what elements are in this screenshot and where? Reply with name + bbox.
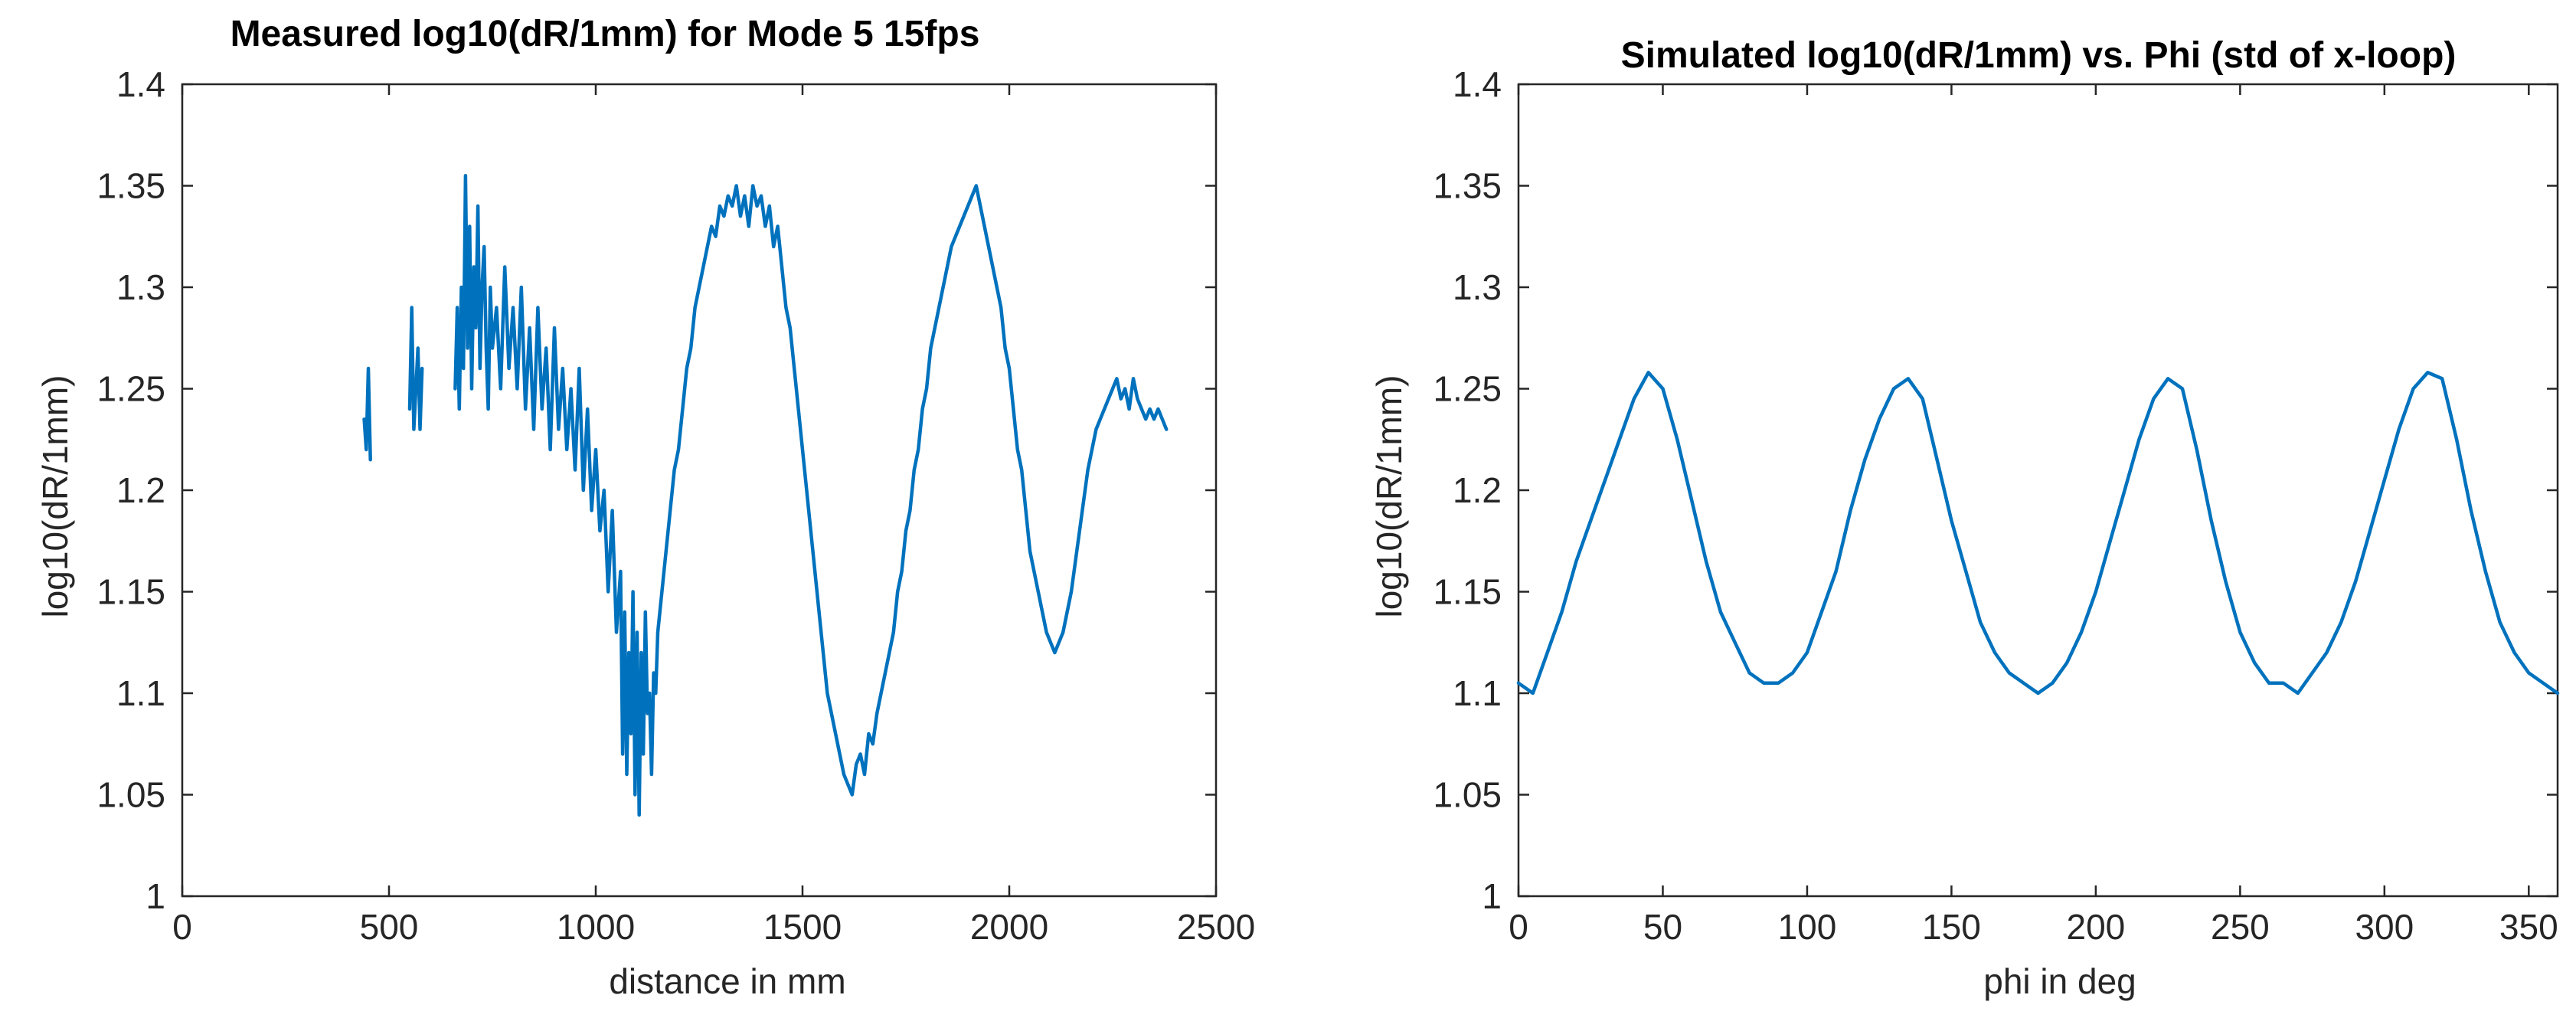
panel-b-ytick-label: 1.1 [1453,673,1502,713]
panel-a-series-line [407,306,424,431]
panel-a-xtick-label: 500 [360,907,419,947]
panel-b-xtick-label: 250 [2211,907,2270,947]
panel-b-ytick-label: 1.3 [1453,267,1502,307]
panel-b-ytick-label: 1.35 [1433,166,1502,206]
panel-a: Measured log10(dR/1mm) for Mode 5 15fps … [35,14,1255,1001]
panel-a-xtick-label: 0 [172,907,192,947]
panel-b-xtick-label: 150 [1922,907,1981,947]
panel-a-ytick-label: 1.2 [116,470,165,510]
panel-b-ytick-label: 1.15 [1433,572,1502,612]
panel-a-ytick-label: 1.15 [96,572,165,612]
panel-b-ytick-label: 1.4 [1453,64,1502,104]
panel-a-ytick-label: 1.1 [116,673,165,713]
panel-b-xtick-label: 0 [1509,907,1528,947]
panel-a-ytick-label: 1 [145,876,165,916]
panel-a-ytick-label: 1.25 [96,369,165,409]
panel-b-ytick-label: 1.2 [1453,470,1502,510]
panel-a-ytick-label: 1.35 [96,166,165,206]
panel-b-ytick-label: 1 [1482,876,1502,916]
panel-a-series-line [362,366,372,462]
panel-a-xtick-label: 2500 [1177,907,1255,947]
panel-b-axes-box [1517,83,2559,898]
panel-b-ytick-label: 1.05 [1433,775,1502,815]
panel-b-ytick-label: 1.25 [1433,369,1502,409]
panel-a-xlabel: distance in mm [609,961,845,1001]
panel-b-xtick-label: 100 [1778,907,1837,947]
panel-a-ytick-label: 1.05 [96,775,165,815]
panel-a-series-line [453,173,1169,817]
panel-b-xtick-label: 200 [2067,907,2126,947]
panel-a-axes-box [181,83,1218,898]
panel-b-title: Simulated log10(dR/1mm) vs. Phi (std of … [1621,35,2457,76]
panel-b-xtick-label: 300 [2355,907,2414,947]
panel-a-xtick-label: 1500 [763,907,842,947]
panel-a-xtick-label: 2000 [970,907,1048,947]
panel-a-ylabel: log10(dR/1mm) [35,375,75,618]
panel-b-ylabel: log10(dR/1mm) [1369,375,1409,618]
panel-b-xlabel: phi in deg [1983,961,2136,1001]
panel-b: Simulated log10(dR/1mm) vs. Phi (std of … [1369,35,2560,1001]
panel-a-title: Measured log10(dR/1mm) for Mode 5 15fps [230,14,980,54]
panel-a-xtick-label: 1000 [557,907,635,947]
panel-b-xtick-label: 350 [2499,907,2558,947]
panel-b-xtick-label: 50 [1643,907,1682,947]
panel-a-ytick-label: 1.4 [116,64,165,104]
panel-b-series-line [1516,371,2560,696]
panel-a-ytick-label: 1.3 [116,267,165,307]
